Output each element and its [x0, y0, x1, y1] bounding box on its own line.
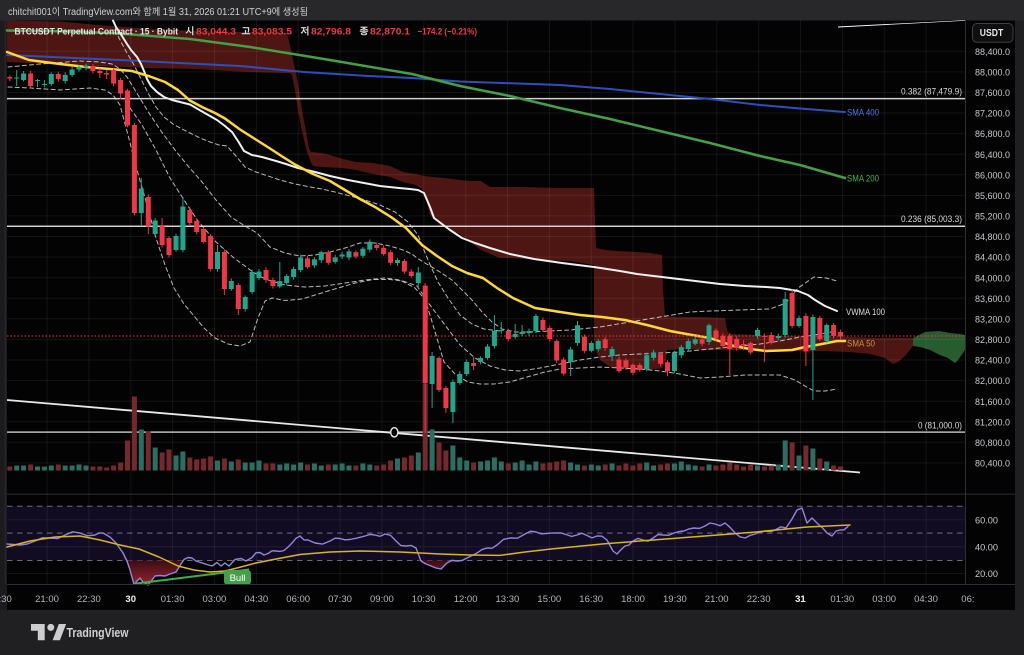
svg-text:종: 종 — [360, 27, 369, 38]
svg-text:0 (81,000.0): 0 (81,000.0) — [918, 420, 962, 430]
svg-text:06:00: 06:00 — [286, 594, 310, 605]
svg-text:04:30: 04:30 — [244, 594, 268, 605]
svg-text:31: 31 — [795, 594, 806, 605]
svg-text:0.382 (87,479.9): 0.382 (87,479.9) — [901, 87, 962, 97]
svg-text:86,400.0: 86,400.0 — [975, 150, 1010, 161]
svg-text:88,400.0: 88,400.0 — [975, 47, 1010, 58]
svg-text:04:30: 04:30 — [914, 594, 938, 605]
svg-text:83,600.0: 83,600.0 — [975, 294, 1010, 305]
svg-text:12:00: 12:00 — [454, 594, 478, 605]
svg-text:87,600.0: 87,600.0 — [975, 88, 1010, 99]
svg-text:18:00: 18:00 — [621, 594, 645, 605]
svg-text:chitchit001이 TradingView.com와: chitchit001이 TradingView.com와 함께 1월 31, … — [8, 6, 308, 18]
svg-text:82,870.1: 82,870.1 — [370, 27, 411, 38]
svg-text:저: 저 — [301, 26, 310, 38]
svg-text:60.00: 60.00 — [975, 515, 998, 526]
svg-text:15:00: 15:00 — [537, 594, 561, 605]
svg-text:84,400.0: 84,400.0 — [975, 253, 1010, 264]
svg-text:85,600.0: 85,600.0 — [975, 191, 1010, 202]
svg-text:86,800.0: 86,800.0 — [975, 129, 1010, 140]
svg-text:BTCUSDT Perpetual Contract · 1: BTCUSDT Perpetual Contract · 15 · Bybit — [15, 27, 179, 38]
svg-text:21:00: 21:00 — [705, 594, 729, 605]
svg-text:87,200.0: 87,200.0 — [975, 109, 1010, 120]
svg-text:VWMA 100: VWMA 100 — [846, 307, 885, 318]
svg-text:81,200.0: 81,200.0 — [975, 417, 1010, 428]
svg-text:21:00: 21:00 — [35, 594, 59, 605]
svg-text:85,200.0: 85,200.0 — [975, 212, 1010, 223]
svg-text:82,800.0: 82,800.0 — [975, 335, 1010, 346]
svg-text:고: 고 — [242, 27, 251, 38]
svg-text:09:00: 09:00 — [370, 594, 394, 605]
svg-text:01:30: 01:30 — [161, 594, 185, 605]
svg-text:40.00: 40.00 — [975, 542, 998, 553]
svg-text:SMA 200: SMA 200 — [847, 174, 879, 185]
svg-text:83,044.3: 83,044.3 — [196, 27, 236, 38]
svg-text:19:30: 19:30 — [663, 594, 687, 605]
svg-text:83,200.0: 83,200.0 — [975, 314, 1010, 325]
svg-text:시: 시 — [185, 27, 194, 38]
svg-text:06:: 06: — [961, 594, 974, 605]
svg-text:30: 30 — [125, 594, 136, 605]
svg-text:22:30: 22:30 — [77, 594, 101, 605]
svg-text:Bull: Bull — [230, 573, 246, 584]
svg-text:80,800.0: 80,800.0 — [975, 438, 1010, 449]
svg-text:82,796.8: 82,796.8 — [311, 27, 351, 38]
svg-text:84,000.0: 84,000.0 — [975, 273, 1010, 284]
svg-text:16:30: 16:30 — [579, 594, 603, 605]
svg-text:SMA 400: SMA 400 — [847, 108, 879, 119]
svg-text:84,800.0: 84,800.0 — [975, 232, 1010, 243]
svg-text:82,000.0: 82,000.0 — [975, 376, 1010, 387]
svg-text:22:30: 22:30 — [747, 594, 771, 605]
svg-text:83,083.5: 83,083.5 — [252, 27, 293, 38]
svg-text:80,400.0: 80,400.0 — [975, 459, 1010, 470]
svg-text:20.00: 20.00 — [975, 569, 998, 580]
svg-text:81,600.0: 81,600.0 — [975, 397, 1010, 408]
svg-text:01:30: 01:30 — [830, 594, 854, 605]
svg-text:USDT: USDT — [980, 28, 1003, 39]
svg-text:03:00: 03:00 — [872, 594, 896, 605]
svg-text:86,000.0: 86,000.0 — [975, 170, 1010, 181]
svg-text::30: :30 — [0, 594, 12, 605]
svg-text:07:30: 07:30 — [328, 594, 352, 605]
svg-text:SMA 50: SMA 50 — [847, 339, 875, 350]
svg-text:TradingView: TradingView — [67, 625, 130, 640]
svg-text:03:00: 03:00 — [203, 594, 227, 605]
svg-text:82,400.0: 82,400.0 — [975, 356, 1010, 367]
svg-text:10:30: 10:30 — [412, 594, 436, 605]
svg-text:88,000.0: 88,000.0 — [975, 68, 1010, 79]
svg-text:13:30: 13:30 — [496, 594, 520, 605]
svg-text:0.236 (85,003.3): 0.236 (85,003.3) — [901, 214, 962, 224]
svg-text:−174.2 (−0.21%): −174.2 (−0.21%) — [418, 27, 478, 38]
